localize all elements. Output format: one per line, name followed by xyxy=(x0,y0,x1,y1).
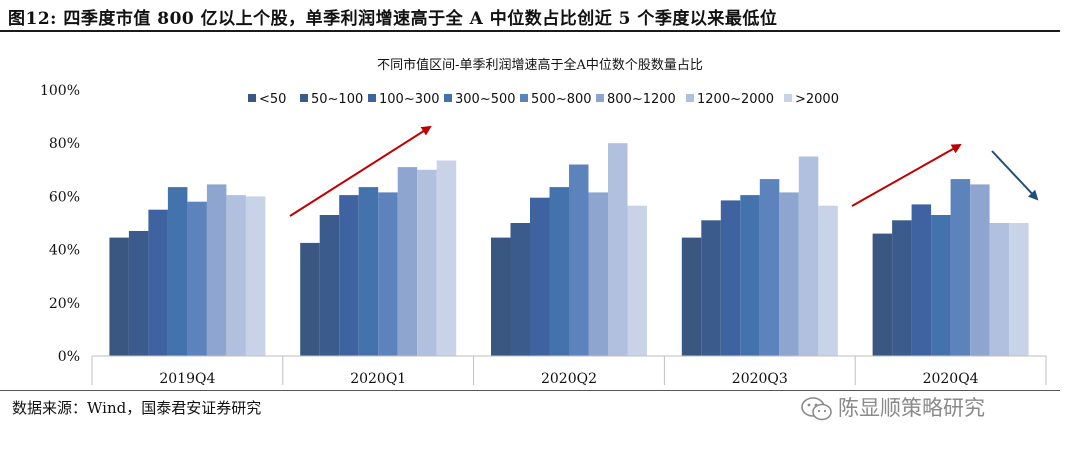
legend-swatch xyxy=(596,94,604,102)
bar-chart: 不同市值区间-单季利润增速高于全A中位数个股数量占比 <50 50~100 100~… xyxy=(40,57,1047,385)
x-tick-label: 2020Q1 xyxy=(350,371,406,385)
bar xyxy=(872,233,893,356)
legend-item: 500~800 xyxy=(520,92,592,107)
bar xyxy=(779,192,799,356)
legend-swatch xyxy=(520,94,528,102)
bar xyxy=(226,195,246,356)
bar xyxy=(549,187,569,356)
bar xyxy=(989,223,1010,356)
legend-label: 300~500 xyxy=(455,92,516,107)
bar xyxy=(798,156,819,356)
wechat-icon xyxy=(801,397,832,421)
figure-title: 图12: 四季度市值 800 亿以上个股，单季利润增速高于全 A 中位数占比创近… xyxy=(8,9,778,29)
x-tick-label: 2019Q4 xyxy=(159,371,215,385)
legend-item: 1200~2000 xyxy=(686,92,774,107)
bar xyxy=(358,187,379,356)
bar xyxy=(128,231,149,356)
y-tick-label: 80% xyxy=(49,136,80,152)
bar xyxy=(931,215,951,356)
legend-label: 100~300 xyxy=(379,92,440,107)
bar xyxy=(1009,223,1029,356)
bar xyxy=(339,195,359,356)
bar xyxy=(530,197,550,356)
chart-legend: <50 50~100 100~300 300~500 500~800 800~1200 12… xyxy=(248,92,839,107)
up-trend-arrow xyxy=(851,144,962,207)
x-tick-label: 2020Q3 xyxy=(732,371,788,385)
bar xyxy=(417,169,437,356)
bar xyxy=(187,201,207,356)
down-trend-arrow xyxy=(991,150,1039,201)
y-tick-label: 0% xyxy=(58,349,80,365)
y-tick-label: 60% xyxy=(49,189,80,205)
bar xyxy=(627,205,647,356)
y-tick-label: 100% xyxy=(40,83,80,99)
bar xyxy=(818,205,838,356)
y-tick-label: 20% xyxy=(49,296,80,312)
bar xyxy=(681,237,702,356)
bar xyxy=(701,220,721,356)
y-axis: 0% 20% 40% 60% 80% 100% xyxy=(40,83,80,365)
bar xyxy=(510,223,530,356)
legend-item: 50~100 xyxy=(300,92,363,107)
legend-item: 300~500 xyxy=(444,92,516,107)
bar xyxy=(569,164,589,356)
legend-label: <50 xyxy=(259,92,286,107)
title-divider xyxy=(0,30,1060,32)
footer-divider xyxy=(0,390,1060,391)
bar xyxy=(950,179,971,356)
bar-group xyxy=(872,179,1029,356)
legend-swatch xyxy=(784,94,792,102)
legend-label: 800~1200 xyxy=(607,92,676,107)
x-tick-label: 2020Q2 xyxy=(541,371,597,385)
bar xyxy=(148,209,168,356)
bar xyxy=(300,242,320,356)
bar-series-group xyxy=(109,143,1029,356)
bar-group xyxy=(109,184,266,356)
bar xyxy=(740,195,760,356)
bar xyxy=(109,237,129,356)
bar xyxy=(720,200,741,356)
legend-label: 1200~2000 xyxy=(697,92,774,107)
bar xyxy=(759,179,780,356)
legend-swatch xyxy=(300,94,308,102)
legend-label: 50~100 xyxy=(311,92,363,107)
legend-swatch xyxy=(248,94,256,102)
watermark-text: 陈显顺策略研究 xyxy=(838,396,985,420)
bar xyxy=(588,192,608,356)
x-axis: 2019Q4 2020Q1 2020Q2 2020Q3 2020Q4 xyxy=(91,355,1047,385)
bar-group xyxy=(300,160,457,356)
bar xyxy=(319,215,340,356)
bar xyxy=(397,167,418,356)
legend-swatch xyxy=(368,94,376,102)
legend-item: <50 xyxy=(248,92,286,107)
legend-item: >2000 xyxy=(784,92,839,107)
bar-group xyxy=(491,143,647,356)
legend-swatch xyxy=(686,94,694,102)
bar xyxy=(378,192,398,356)
legend-item: 800~1200 xyxy=(596,92,676,107)
bar-group xyxy=(681,156,838,356)
legend-label: 500~800 xyxy=(531,92,592,107)
bar xyxy=(436,160,457,356)
bar xyxy=(245,196,266,356)
bar xyxy=(608,143,628,356)
legend-item: 100~300 xyxy=(368,92,440,107)
bar xyxy=(892,220,912,356)
watermark: 陈显顺策略研究 xyxy=(800,392,985,422)
up-trend-arrow xyxy=(289,125,432,217)
bar xyxy=(491,237,511,356)
legend-swatch xyxy=(444,94,452,102)
bar xyxy=(970,184,990,356)
bar xyxy=(206,184,227,356)
chart-title: 不同市值区间-单季利润增速高于全A中位数个股数量占比 xyxy=(377,57,703,73)
bar xyxy=(911,204,932,356)
source-note: 数据来源：Wind，国泰君安证券研究 xyxy=(12,399,262,417)
x-tick-label: 2020Q4 xyxy=(923,371,979,385)
bar xyxy=(167,187,188,356)
legend-label: >2000 xyxy=(795,92,839,107)
trend-arrows xyxy=(289,125,1039,217)
y-tick-label: 40% xyxy=(49,243,80,259)
